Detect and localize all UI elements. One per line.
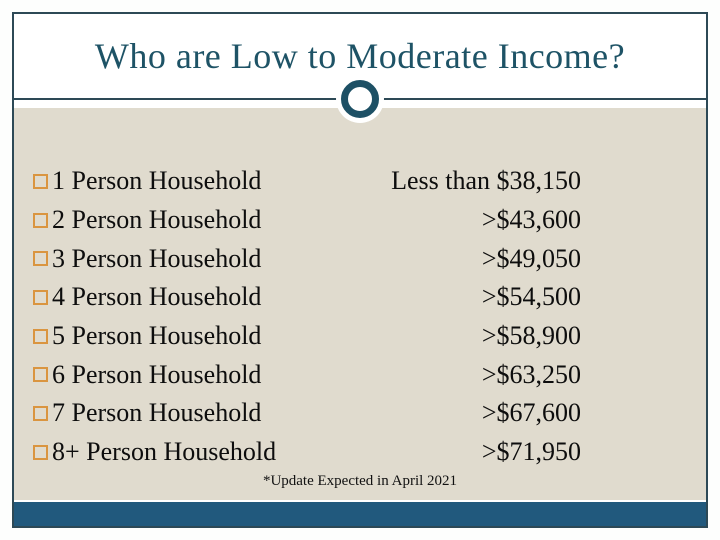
household-label: 3 Person Household	[52, 243, 262, 273]
income-value: >$49,050	[481, 243, 581, 273]
bullet-square-icon	[33, 444, 48, 460]
circle-ring-icon	[341, 80, 379, 118]
income-value: Less than $38,150	[391, 166, 581, 196]
circle-ornament-halo	[336, 75, 384, 123]
list-item: 3 Person Household >$49,050	[33, 239, 581, 278]
household-label: 2 Person Household	[52, 205, 262, 235]
household-label: 1 Person Household	[52, 166, 262, 196]
household-label: 8+ Person Household	[52, 437, 277, 467]
household-label: 4 Person Household	[52, 282, 262, 312]
household-label: 5 Person Household	[52, 321, 262, 351]
list-item-left: 2 Person Household	[33, 205, 261, 235]
list-item-left: 1 Person Household	[33, 166, 261, 196]
list-item: 5 Person Household >$58,900	[33, 317, 581, 356]
list-item-left: 3 Person Household	[33, 244, 261, 274]
household-label: 6 Person Household	[52, 359, 262, 389]
list-item: 6 Person Household >$63,250	[33, 355, 581, 394]
bullet-square-icon	[33, 173, 48, 189]
list-item: 8+ Person Household >$71,950	[33, 433, 581, 472]
list-item-left: 6 Person Household	[33, 360, 261, 390]
income-value: >$58,900	[481, 321, 581, 351]
income-value: >$63,250	[481, 359, 581, 389]
list-item: 7 Person Household >$67,600	[33, 394, 581, 433]
bullet-square-icon	[33, 328, 48, 344]
content-panel	[14, 108, 706, 500]
income-value: >$67,600	[481, 398, 581, 428]
income-value: >$71,950	[481, 437, 581, 467]
footnote: *Update Expected in April 2021	[262, 473, 458, 489]
bullet-square-icon	[33, 289, 48, 305]
list-item: 4 Person Household >$54,500	[33, 278, 581, 317]
household-income-list: 1 Person Household Less than $38,150 2 P…	[33, 162, 581, 472]
list-item: 2 Person Household >$43,600	[33, 201, 581, 240]
list-item-left: 5 Person Household	[33, 321, 261, 351]
bullet-square-icon	[33, 212, 48, 228]
list-item-left: 8+ Person Household	[33, 437, 276, 467]
slide-frame: Who are Low to Moderate Income? 1 Person…	[12, 12, 708, 528]
household-label: 7 Person Household	[52, 398, 262, 428]
list-item-left: 4 Person Household	[33, 282, 261, 312]
list-item: 1 Person Household Less than $38,150	[33, 162, 581, 201]
income-value: >$43,600	[481, 205, 581, 235]
bullet-square-icon	[33, 251, 48, 267]
list-item-left: 7 Person Household	[33, 398, 261, 428]
slide-title: Who are Low to Moderate Income?	[94, 36, 626, 76]
income-value: >$54,500	[481, 282, 581, 312]
bullet-square-icon	[33, 367, 48, 383]
bullet-square-icon	[33, 405, 48, 421]
bottom-accent-bar	[14, 502, 706, 526]
